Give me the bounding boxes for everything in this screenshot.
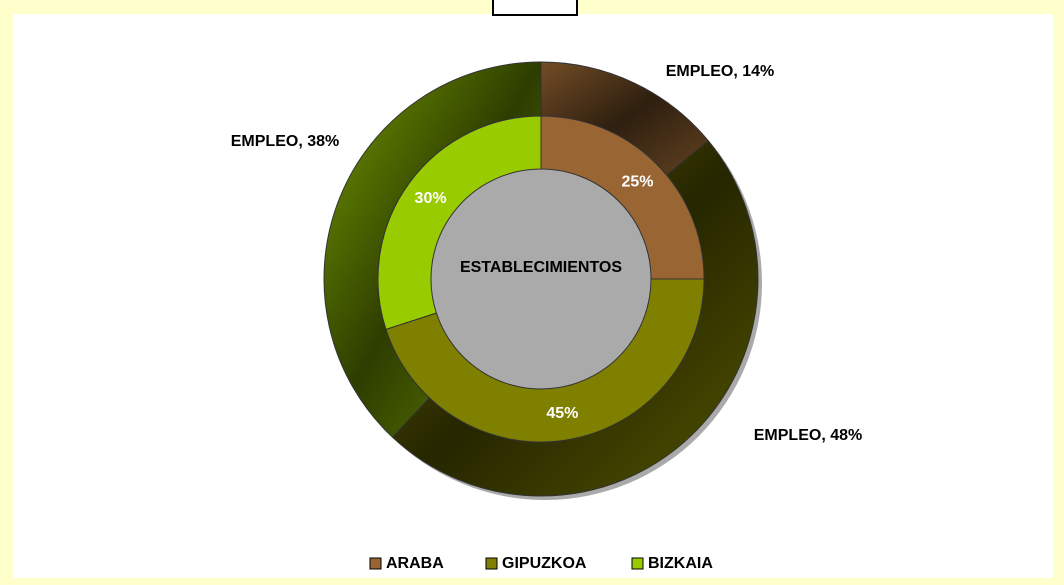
title-box xyxy=(492,0,578,16)
data-label: 45% xyxy=(546,405,578,422)
legend-swatch xyxy=(485,557,498,570)
data-label: EMPLEO, 48% xyxy=(754,427,862,444)
data-label: 25% xyxy=(622,174,654,191)
ring xyxy=(377,115,705,443)
donut-segment xyxy=(385,278,705,443)
donut-segment xyxy=(377,115,542,331)
legend-label: BIZKAIA xyxy=(648,555,713,572)
legend-swatch xyxy=(369,557,382,570)
legend-swatch xyxy=(631,557,644,570)
rings xyxy=(323,61,762,500)
data-label: EMPLEO, 14% xyxy=(666,63,774,80)
legend-label: GIPUZKOA xyxy=(502,555,587,572)
data-label: 30% xyxy=(415,190,447,207)
donut-segment xyxy=(540,115,705,280)
data-label: EMPLEO, 38% xyxy=(231,133,339,150)
center-label: ESTABLECIMIENTOS xyxy=(460,259,622,276)
legend-label: ARABA xyxy=(386,555,444,572)
